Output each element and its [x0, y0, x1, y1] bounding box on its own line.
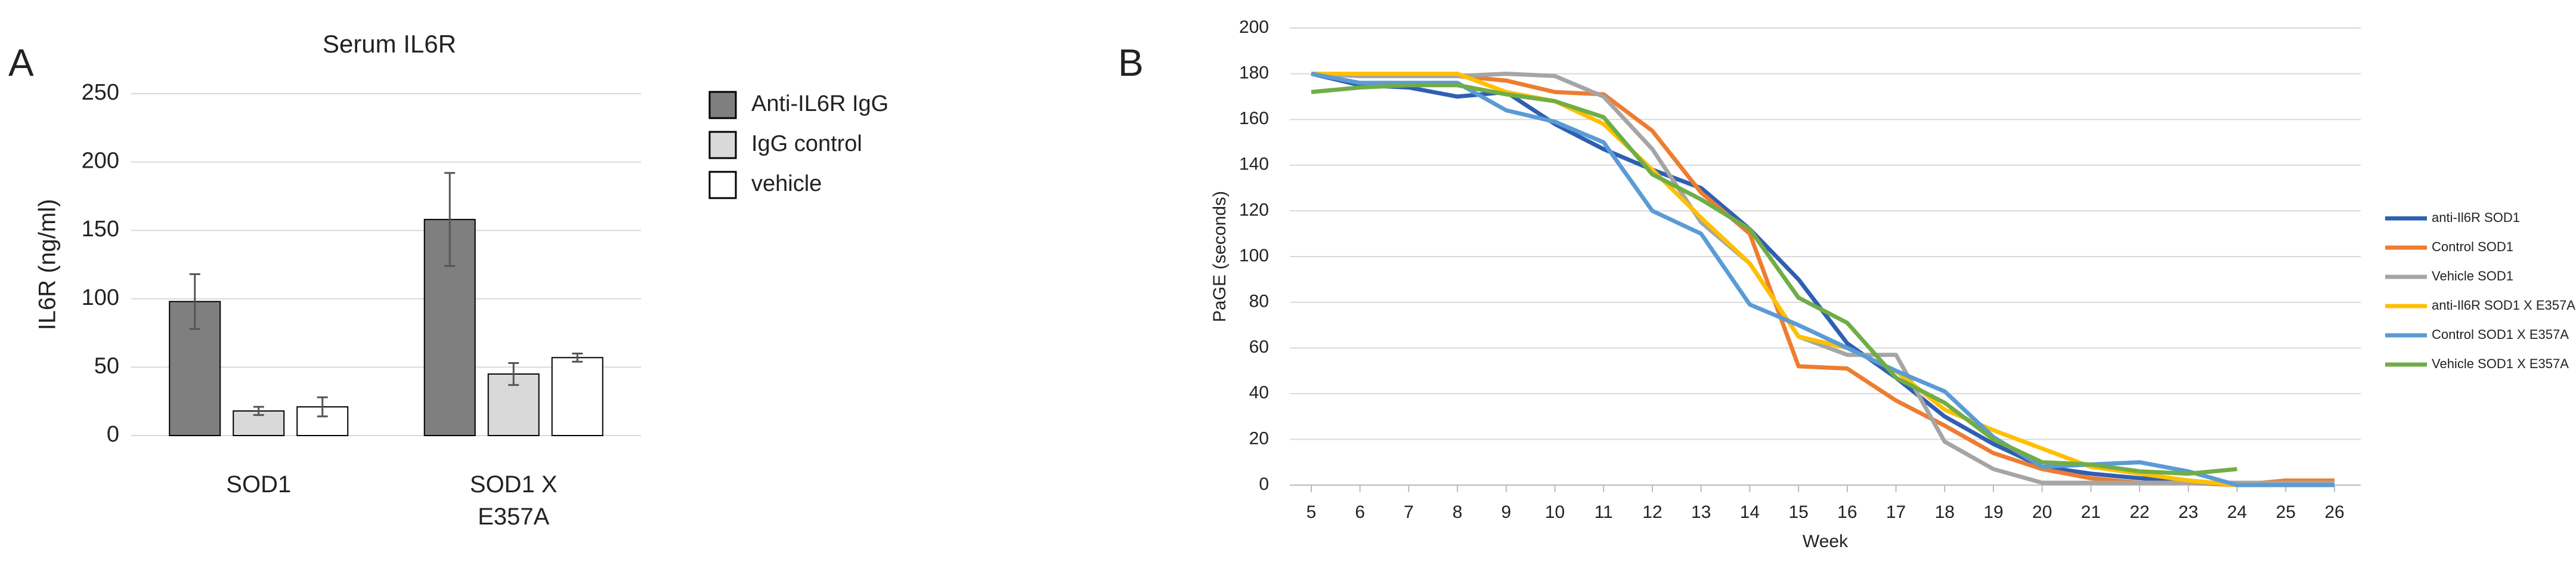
error-bar [572, 352, 583, 363]
series-line [1311, 72, 2334, 485]
x-tick-label: 24 [2227, 502, 2247, 522]
series-line [1311, 72, 2334, 487]
error-bar [189, 273, 200, 330]
y-tick-label: 0 [107, 422, 119, 447]
x-tick-label: 19 [1983, 502, 2003, 522]
y-tick-label: 80 [1249, 292, 1269, 311]
x-tick-label: 12 [1642, 502, 1662, 522]
y-tick-label: 60 [1249, 337, 1269, 357]
y-tick-label: 0 [1259, 474, 1269, 494]
y-tick-label: 50 [94, 353, 119, 378]
x-tick-label: 17 [1886, 502, 1906, 522]
x-tick-label: 5 [1306, 502, 1317, 522]
x-axis-label: Week [1803, 532, 1849, 551]
error-bar [253, 406, 264, 416]
series-line [1311, 72, 2334, 487]
y-tick-label: 250 [82, 80, 119, 105]
legend-label: Control SOD1 X E357A [2432, 327, 2569, 342]
y-tick-label: 140 [1239, 155, 1269, 174]
x-tick-label: 6 [1355, 502, 1365, 522]
legend-label: Anti-IL6R IgG [751, 91, 888, 116]
legend-label: anti-Il6R SOD1 X E357A [2432, 298, 2575, 313]
x-tick-label: 8 [1453, 502, 1463, 522]
x-tick-label: 26 [2324, 502, 2344, 522]
x-tick-label: 7 [1404, 502, 1414, 522]
y-tick-label: 150 [82, 217, 119, 242]
x-tick-label: 14 [1740, 502, 1760, 522]
x-tick-label: 16 [1837, 502, 1857, 522]
error-bar [508, 362, 519, 386]
x-tick-label: SOD1 X E357A [469, 471, 558, 530]
panel-label: A [8, 41, 34, 84]
legend-label: Vehicle SOD1 X E357A [2432, 356, 2569, 371]
legend-label: anti-Il6R SOD1 [2432, 210, 2520, 225]
bar [551, 357, 603, 437]
error-bar [317, 396, 328, 418]
legend-label: Control SOD1 [2432, 239, 2513, 254]
error-bar [444, 172, 456, 267]
series-line [1311, 72, 2334, 487]
x-tick-label: 22 [2129, 502, 2149, 522]
y-tick-label: 120 [1239, 200, 1269, 220]
x-tick-label: 18 [1935, 502, 1955, 522]
legend-swatch [708, 171, 737, 199]
x-tick-label: 9 [1501, 502, 1512, 522]
panel-label: B [1118, 41, 1144, 84]
legend-label: IgG control [751, 131, 862, 156]
x-tick-label: 10 [1545, 502, 1565, 522]
y-tick-label: 180 [1239, 63, 1269, 83]
y-tick-label: 100 [1239, 246, 1269, 266]
series-line [1311, 72, 2334, 487]
y-tick-label: 160 [1239, 109, 1269, 128]
x-tick-label: 21 [2081, 502, 2101, 522]
y-tick-label: 200 [82, 149, 119, 174]
y-tick-label: 100 [82, 285, 119, 310]
y-axis-label: IL6R (ng/ml) [35, 199, 61, 330]
legend-swatch [708, 131, 737, 159]
y-tick-label: 40 [1249, 383, 1269, 403]
y-tick-label: 200 [1239, 17, 1269, 37]
y-axis-label: PaGE (seconds) [1210, 191, 1230, 322]
legend-label: vehicle [751, 171, 822, 196]
x-tick-label: 20 [2032, 502, 2052, 522]
x-tick-label: 23 [2178, 502, 2198, 522]
x-tick-label: SOD1 [226, 471, 292, 498]
y-tick-label: 20 [1249, 428, 1269, 448]
x-tick-label: 11 [1594, 502, 1613, 522]
chart-title: Serum IL6R [323, 30, 456, 58]
series-line [1311, 83, 2237, 476]
legend-label: Vehicle SOD1 [2432, 268, 2513, 283]
x-tick-label: 13 [1691, 502, 1711, 522]
x-tick-label: 25 [2276, 502, 2296, 522]
x-tick-label: 15 [1788, 502, 1808, 522]
legend-swatch [708, 91, 737, 119]
